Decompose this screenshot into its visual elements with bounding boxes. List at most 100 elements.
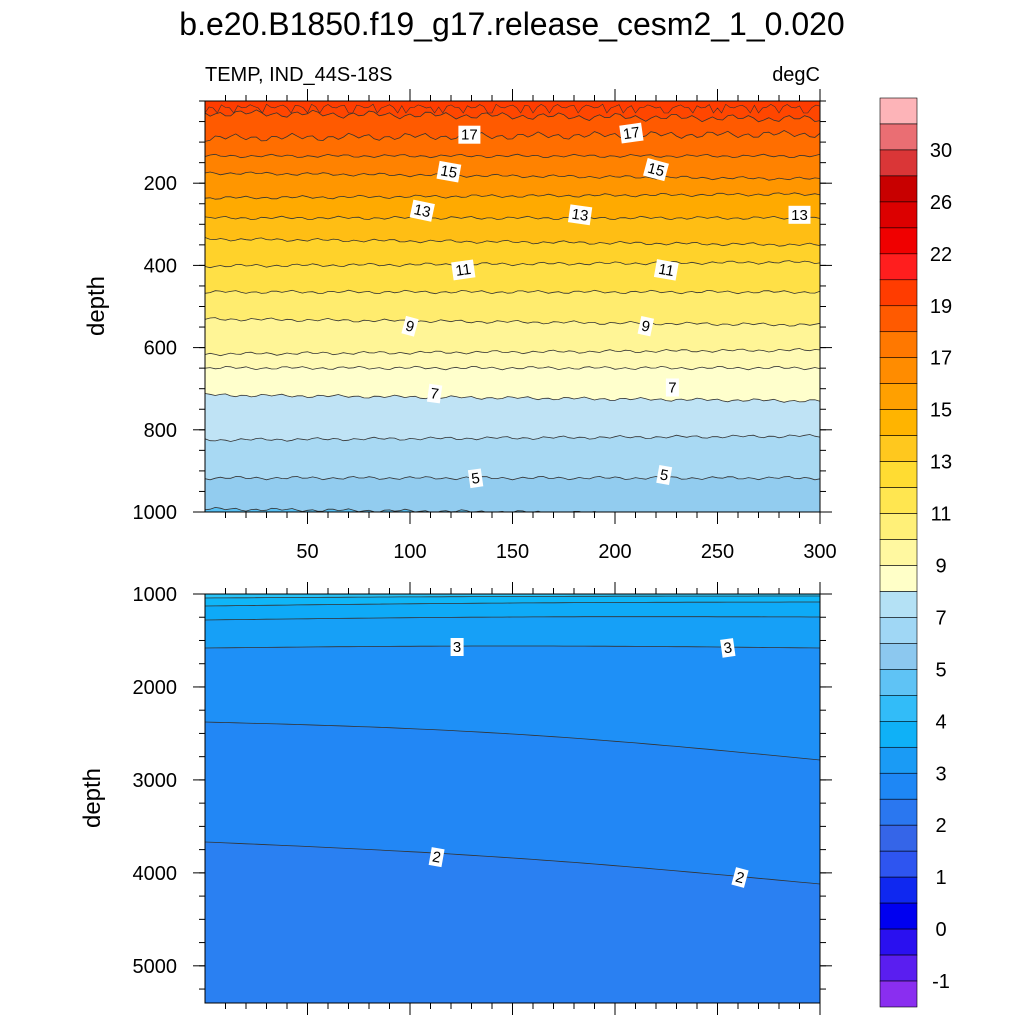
colorbar-box: [879, 876, 918, 904]
top-contour-line: [205, 130, 820, 142]
contour-label: 2: [428, 847, 445, 868]
colorbar-label: 9: [935, 556, 946, 578]
contour-label: 13: [788, 205, 811, 224]
colorbar-box: [879, 357, 918, 384]
y-tick-label: 1000: [133, 502, 178, 524]
colorbar-box: [879, 279, 918, 307]
bottom-axis-ticks: 1000 2000 3000 4000 5000: [133, 582, 832, 1015]
colorbar-box: [879, 175, 918, 203]
contour-label-bg: [458, 125, 481, 144]
y-tick-label: 2000: [133, 677, 178, 699]
colorbar-box: [879, 227, 918, 255]
contour-label: 9: [401, 315, 419, 337]
bottom-contour-labels: 3 3 2 2: [428, 638, 749, 888]
contour-label-bg: [720, 638, 736, 658]
colorbar-box: [879, 721, 918, 748]
contour-label-text: 7: [668, 380, 676, 397]
colorbar-box: [879, 331, 918, 359]
contour-label-bg: [401, 315, 419, 337]
contour-label-text: 3: [723, 639, 734, 657]
bottom-contour-line: [205, 645, 820, 649]
y-tick-label: 1000: [133, 584, 178, 606]
bottom-contour-line: [205, 595, 820, 599]
bottom-ylabel: depth: [79, 768, 106, 828]
colorbar-label: 30: [930, 140, 952, 162]
colorbar-label: 15: [930, 400, 952, 422]
colorbar-box: [879, 643, 918, 670]
contour-label-bg: [731, 867, 749, 888]
colorbar-box: [879, 383, 918, 410]
colorbar-label: 19: [930, 296, 952, 318]
contour-label-text: 9: [640, 318, 652, 336]
contour-label: 5: [467, 468, 484, 489]
colorbar-box: [879, 591, 918, 618]
contour-label-text: 2: [431, 848, 442, 866]
top-contour-line: [205, 434, 820, 442]
contour-label: 5: [656, 465, 673, 485]
contour-label-text: 17: [622, 124, 641, 143]
colorbar-box: [879, 435, 918, 462]
x-tick-label: 50: [296, 541, 318, 563]
y-tick-label: 800: [144, 420, 177, 442]
top-contour-line: [205, 289, 820, 295]
colorbar-box: [879, 954, 918, 982]
colorbar-box: [879, 928, 918, 956]
contour-label-bg: [653, 259, 679, 281]
top-contour-line: [205, 393, 820, 403]
colorbar-label: 26: [930, 192, 952, 214]
colorbar-box: [879, 305, 918, 333]
contour-label-bg: [409, 199, 435, 222]
top-contour-line: [205, 109, 820, 123]
contour-label: 13: [409, 199, 435, 222]
contour-label-bg: [450, 638, 464, 656]
top-contour-line: [205, 192, 820, 200]
contour-label-bg: [426, 383, 443, 404]
contour-label-text: 17: [461, 127, 478, 144]
colorbar-box: [879, 902, 918, 930]
contour-label-text: 5: [470, 470, 481, 488]
contour-label-bg: [656, 465, 673, 485]
colorbar-label: 13: [930, 452, 952, 474]
top-surface-band: [205, 101, 820, 114]
colorbar-box: [879, 201, 918, 229]
bottom-contour-line: [205, 721, 820, 761]
top-contour-line: [205, 171, 820, 181]
contour-label: 11: [451, 259, 476, 281]
x-tick-label: 100: [393, 541, 426, 563]
colorbar-label: 17: [930, 348, 952, 370]
top-axis-ticks: 200 400 600 800 1000 50 100 150 200 250 300: [133, 89, 837, 563]
colorbar-box: [879, 695, 918, 722]
contour-label-text: 13: [791, 207, 808, 224]
contour-label: 7: [665, 378, 679, 397]
contour-label: 13: [567, 204, 593, 226]
contour-label: 17: [619, 122, 644, 144]
contour-label: 15: [643, 158, 669, 182]
colorbar-box: [879, 487, 918, 514]
y-tick-label: 3000: [133, 770, 178, 792]
contour-label-bg: [428, 847, 445, 868]
top-contour-line: [205, 317, 820, 327]
bottom-contour-line: [205, 601, 820, 607]
top-contour-line: [205, 260, 820, 269]
colorbar-box: [879, 539, 918, 566]
colorbar-box: [879, 513, 918, 540]
top-contour-line: [205, 215, 820, 221]
bottom-fill-bands: [205, 594, 820, 1003]
contour-label-text: 5: [659, 466, 670, 484]
contour-label: 2: [731, 867, 749, 888]
top-contour-line: [205, 506, 709, 512]
colorbar-box: [879, 565, 918, 592]
colorbar-label: 3: [935, 763, 946, 785]
bottom-contour-line: [205, 616, 820, 621]
bottom-panel: 3 3 2 2 1000 2000 3000 4000 5000 depth: [79, 582, 832, 1015]
x-tick-label: 150: [496, 541, 529, 563]
colorbar-label: 11: [931, 504, 952, 526]
contour-label-bg: [436, 160, 462, 183]
colorbar-label: 5: [935, 659, 946, 681]
contour-label-bg: [637, 316, 655, 337]
contour-label-text: 13: [571, 206, 590, 225]
x-tick-label: 200: [598, 541, 631, 563]
top-contour-line: [205, 475, 820, 481]
units-label: degC: [772, 64, 820, 86]
